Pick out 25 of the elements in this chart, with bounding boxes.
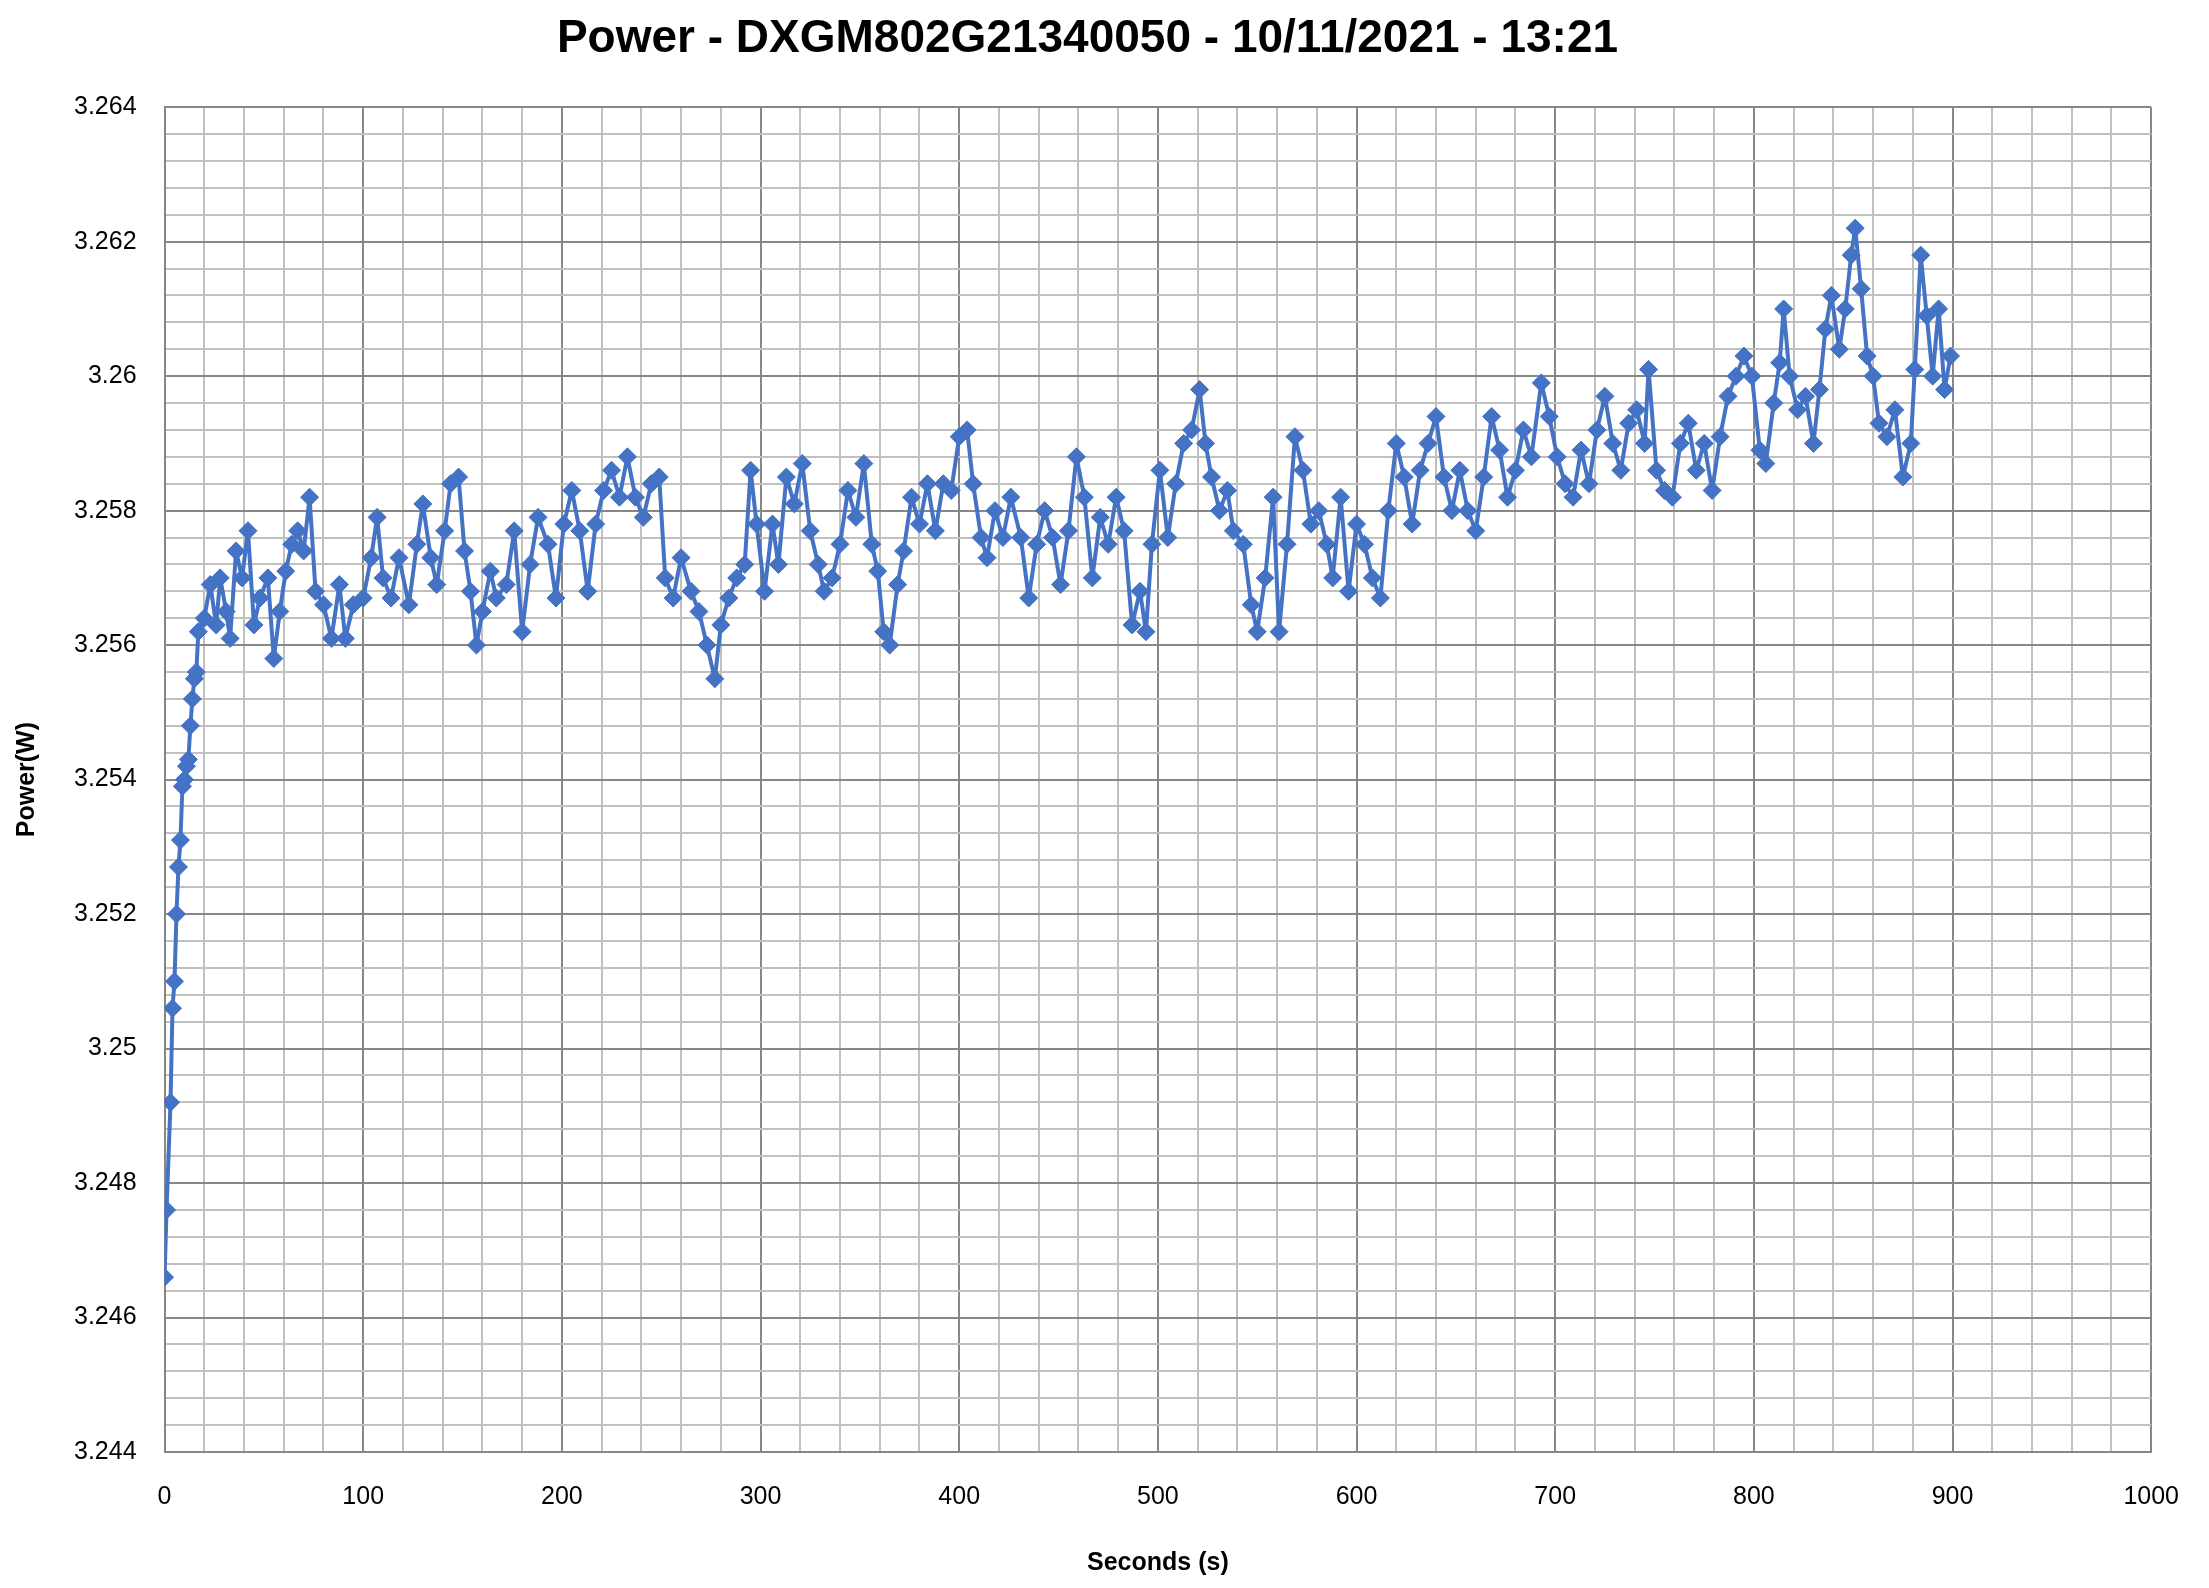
y-tick-label: 3.244 (74, 1435, 137, 1464)
x-tick-label: 700 (1534, 1480, 1577, 1509)
x-tick-label: 200 (541, 1480, 583, 1509)
y-tick-label: 3.254 (74, 763, 137, 792)
x-axis-title: Seconds (s) (1087, 1546, 1229, 1575)
chart-title: Power - DXGM802G21340050 - 10/11/2021 - 13:21 (556, 10, 1619, 63)
x-tick-label: 300 (739, 1480, 782, 1509)
x-tick-label: 100 (342, 1480, 385, 1509)
y-tick-label: 3.248 (74, 1166, 137, 1195)
y-tick-label: 3.25 (87, 1032, 137, 1061)
y-tick-label: 3.258 (74, 494, 137, 523)
y-tick-label: 3.26 (87, 360, 137, 389)
y-tick-label: 3.262 (74, 225, 137, 254)
x-tick-label: 600 (1335, 1480, 1378, 1509)
x-tick-label: 400 (938, 1480, 981, 1509)
x-tick-label: 500 (1137, 1480, 1179, 1509)
x-tick-label: 900 (1931, 1480, 1974, 1509)
y-tick-label: 3.252 (74, 897, 137, 926)
y-tick-label: 3.246 (74, 1301, 137, 1330)
y-tick-label: 3.264 (74, 91, 137, 120)
x-tick-label: 800 (1733, 1480, 1775, 1509)
y-tick-label: 3.256 (74, 629, 137, 658)
x-tick-label: 0 (157, 1480, 172, 1509)
y-axis-title: Power(W) (10, 721, 39, 838)
x-tick-label: 1000 (2123, 1480, 2179, 1509)
